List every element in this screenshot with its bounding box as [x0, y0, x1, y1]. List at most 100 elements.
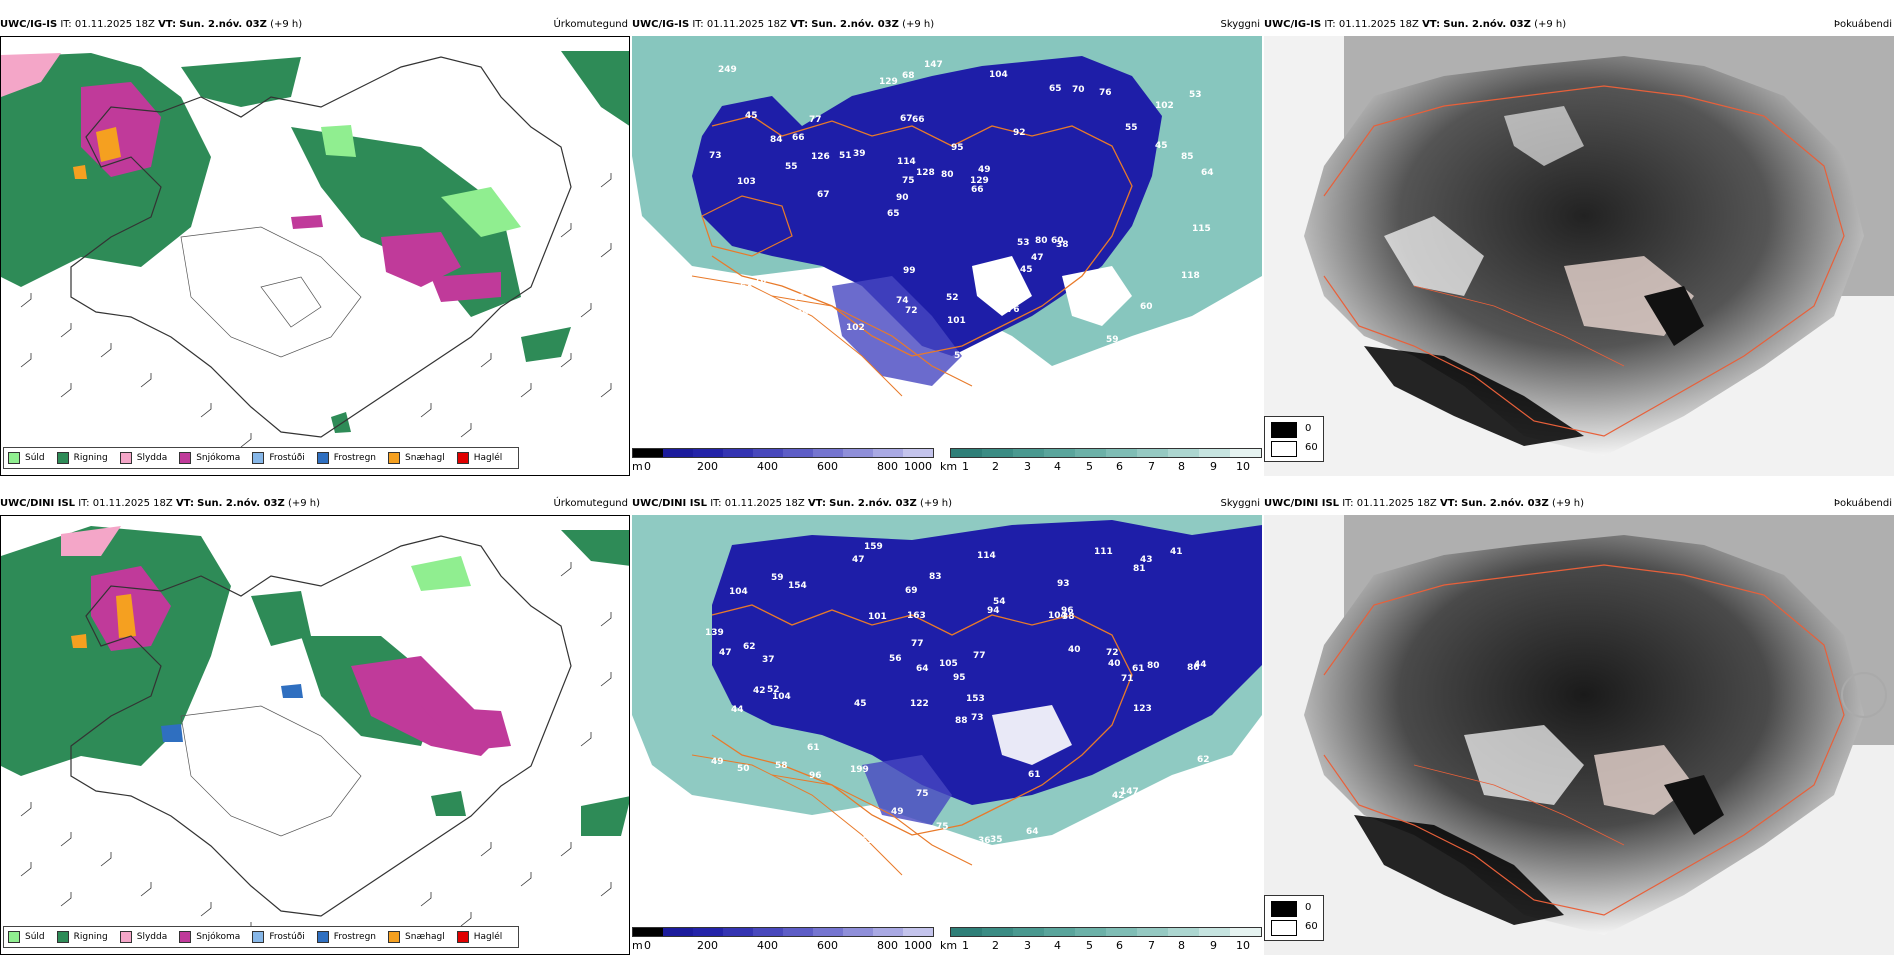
panel-title: Skyggni [1220, 19, 1260, 30]
legend-swatch [56, 931, 69, 943]
visibility-value-label: 118 [1181, 271, 1200, 281]
panel-header: UWC/IG-IS IT: 01.11.2025 18Z VT: Sun. 2.… [0, 18, 630, 34]
legend-label: Frostúði [269, 932, 305, 942]
visibility-value-label: 66 [912, 115, 925, 125]
fog-legend-swatch-high [1271, 441, 1297, 457]
visibility-value-label: 41 [745, 822, 758, 832]
legend-swatch [388, 452, 401, 464]
visibility-value-label: 61 [807, 743, 820, 753]
precip-legend: Súld Rigning Slydda Snjókoma Frostúði Fr… [3, 926, 520, 948]
fog-panel-row2: UWC/DINI ISL IT: 01.11.2025 18Z VT: Sun.… [1264, 497, 1894, 957]
visibility-value-label: 63 [740, 282, 753, 292]
visibility-value-label: 38 [1056, 240, 1069, 250]
visibility-value-label: 126 [811, 152, 830, 162]
colorbar-meters [632, 448, 934, 458]
fog-map-svg [1264, 515, 1894, 955]
legend-label: Frostregn [333, 453, 377, 463]
m-unit: m [632, 939, 643, 952]
precip-legend: Súld Rigning Slydda Snjókoma Frostúði Fr… [3, 447, 520, 469]
visibility-colorbar: m 0 200 400 600 800 1000 km 1 2 3 4 5 6 … [632, 446, 1262, 476]
visibility-value-label: 128 [916, 168, 935, 178]
visibility-value-label: 47 [719, 648, 732, 658]
legend-item-frostregn: Frostregn [316, 452, 377, 464]
legend-label: Haglél [473, 453, 503, 463]
visibility-value-label: 62 [1197, 755, 1210, 765]
legend-label: Súld [25, 453, 45, 463]
m-tick: 0 [644, 460, 651, 473]
visibility-value-label: 75 [916, 789, 929, 799]
visibility-value-label: 52 [946, 293, 959, 303]
lead-time: (+9 h) [902, 19, 935, 30]
legend-swatch [252, 931, 265, 943]
visibility-value-label: 161 [1175, 797, 1194, 807]
visibility-value-label: 60 [1051, 236, 1064, 246]
legend-item-snjokoma: Snjókoma [179, 452, 240, 464]
vt-label: VT: [158, 19, 177, 30]
km-tick: 6 [1116, 460, 1123, 473]
visibility-value-label: 97 [722, 341, 735, 351]
legend-swatch [456, 452, 469, 464]
it-label: IT: [1342, 498, 1354, 509]
model-name: UWC/IG-IS [0, 19, 58, 30]
model-name: UWC/DINI ISL [0, 498, 76, 509]
visibility-value-label: 104 [772, 692, 791, 702]
visibility-value-label: 44 [1194, 660, 1207, 670]
visibility-value-label: 94 [987, 606, 1000, 616]
legend-label: Slydda [136, 453, 168, 463]
panel-header: UWC/DINI ISL IT: 01.11.2025 18Z VT: Sun.… [1264, 497, 1894, 513]
km-tick: 2 [992, 939, 999, 952]
visibility-value-label: 41 [1170, 547, 1183, 557]
legend-swatch [316, 452, 329, 464]
visibility-value-label: 51 [839, 151, 852, 161]
vt-label: VT: [1422, 19, 1441, 30]
visibility-value-label: 65 [1049, 84, 1062, 94]
precip-map: Súld Rigning Slydda Snjókoma Frostúði Fr… [0, 515, 630, 955]
visibility-value-label: 61 [1132, 664, 1145, 674]
panel-title: Úrkomutegund [553, 498, 628, 509]
legend-item-haglel: Haglél [456, 452, 503, 464]
km-tick: 5 [1086, 939, 1093, 952]
visibility-map: 159 93 86 122 73 52 104 104 44 94 95 41 47 45 36 35 75 11… [632, 515, 1262, 955]
fog-legend-swatch-low [1271, 901, 1297, 917]
visibility-value-label: 73 [971, 713, 984, 723]
visibility-value-label: 122 [910, 699, 929, 709]
visibility-value-label: 42 [1112, 791, 1125, 801]
visibility-value-label: 47 [1031, 253, 1044, 263]
visibility-value-label: 76 [754, 276, 767, 286]
visibility-value-label: 95 [953, 673, 966, 683]
legend-swatch [119, 931, 132, 943]
legend-item-snaehagl: Snæhagl [388, 931, 445, 943]
it-value: 01.11.2025 18Z [1338, 19, 1419, 30]
lead-time: (+9 h) [287, 498, 321, 509]
visibility-value-label: 39 [853, 149, 866, 159]
visibility-value-label: 64 [1201, 168, 1214, 178]
visibility-value-label: 99 [903, 266, 916, 276]
visibility-value-label: 74 [896, 296, 909, 306]
legend-item-frostudi: Frostúði [252, 452, 305, 464]
visibility-value-label: 127 [716, 308, 735, 318]
it-label: IT: [692, 19, 704, 30]
legend-label: Snjókoma [196, 932, 241, 942]
visibility-value-label: 77 [911, 639, 924, 649]
visibility-value-label: 96 [809, 771, 822, 781]
precip-panel-row2: UWC/DINI ISL IT: 01.11.2025 18Z VT: Sun.… [0, 497, 630, 957]
visibility-value-label: 80 [941, 170, 954, 180]
legend-item-haglel: Haglél [456, 931, 502, 943]
visibility-value-label: 73 [709, 151, 722, 161]
visibility-value-label: 49 [711, 757, 724, 767]
visibility-value-label: 62 [743, 642, 756, 652]
km-tick: 7 [1148, 460, 1155, 473]
visibility-value-label: 114 [897, 157, 916, 167]
vt-label: VT: [175, 498, 194, 509]
visibility-value-label: 45 [1155, 141, 1168, 151]
visibility-value-label: 101 [868, 612, 887, 622]
visibility-value-label: 53 [750, 808, 763, 818]
visibility-value-label: 65 [718, 350, 731, 360]
visibility-value-label: 77 [809, 115, 822, 125]
fog-legend-swatch-low [1271, 422, 1297, 438]
visibility-value-label: 105 [939, 659, 958, 669]
visibility-value-label: 44 [731, 705, 744, 715]
visibility-value-label: 163 [907, 611, 926, 621]
visibility-value-label: 199 [850, 765, 869, 775]
legend-label: Rigning [73, 453, 108, 463]
